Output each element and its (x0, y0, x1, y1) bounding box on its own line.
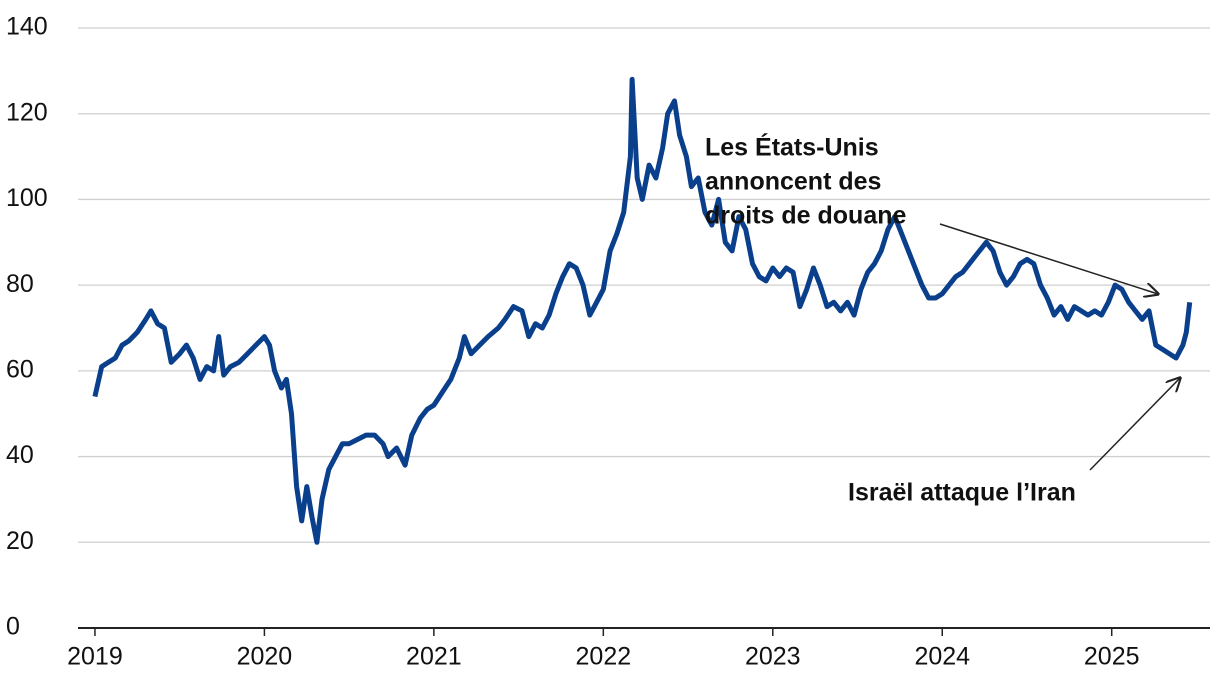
y-tick-label: 100 (6, 184, 48, 212)
y-tick-label: 80 (6, 270, 34, 298)
price-line (92, 76, 1193, 545)
plot (92, 76, 1193, 545)
annotation: annoncent des (705, 168, 881, 196)
x-tick-label: 2025 (1084, 643, 1140, 671)
y-tick-label: 40 (6, 441, 34, 469)
y-tick-label: 140 (6, 13, 48, 41)
x-tick-label: 2020 (237, 643, 293, 671)
annotation: Les États-Unis (705, 133, 879, 162)
annotation: Israël attaque l’Iran (848, 479, 1076, 507)
grid (78, 27, 1210, 636)
x-tick-label: 2021 (406, 643, 462, 671)
arrow (1089, 378, 1180, 471)
arrow (939, 223, 1158, 294)
x-tick-label: 2024 (914, 643, 970, 671)
y-tick-label: 20 (6, 527, 34, 555)
x-tick-label: 2019 (67, 643, 123, 671)
annotation: droits de douane (705, 202, 907, 230)
y-tick-label: 60 (6, 355, 34, 383)
x-tick-label: 2023 (745, 643, 801, 671)
y-tick-label: 0 (6, 613, 20, 641)
x-tick-label: 2022 (576, 643, 632, 671)
y-tick-label: 120 (6, 98, 48, 126)
